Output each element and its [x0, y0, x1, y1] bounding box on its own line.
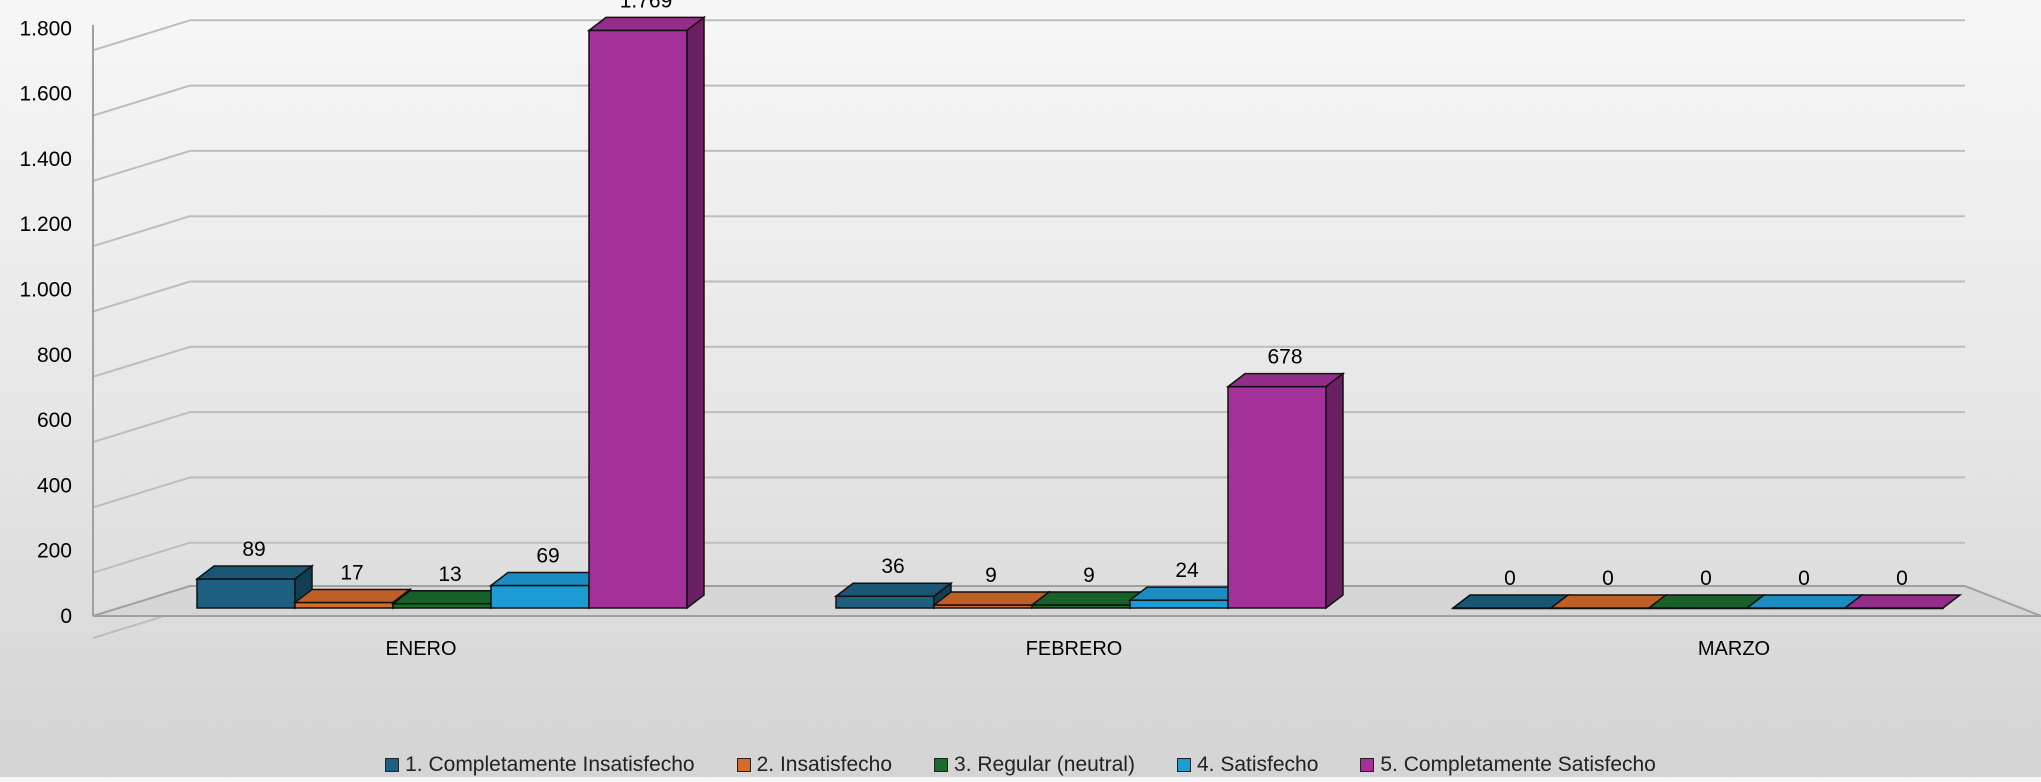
bar-top	[1744, 594, 1865, 609]
legend-label: 3. Regular (neutral)	[954, 753, 1135, 776]
x-category-label: MARZO	[1698, 638, 1770, 660]
data-label: 0	[1798, 567, 1810, 590]
bar-top	[931, 591, 1052, 606]
data-label: 89	[242, 538, 265, 561]
y-tick-label: 600	[37, 409, 72, 432]
bar	[1450, 594, 1571, 610]
y-tick-label: 400	[37, 474, 72, 497]
legend-label: 1. Completamente Insatisfecho	[405, 753, 695, 776]
side-gridline	[92, 476, 191, 509]
bar	[194, 564, 315, 610]
data-label: 0	[1700, 567, 1712, 590]
side-gridline	[92, 280, 191, 313]
legend-swatch	[1176, 758, 1191, 772]
bar-front	[835, 595, 935, 609]
bar-side	[1325, 372, 1344, 610]
bar-top	[194, 565, 315, 580]
x-category-label: FEBRERO	[1026, 638, 1123, 660]
bar-front	[196, 578, 296, 609]
bar	[1225, 372, 1346, 610]
legend-item: 5. Completamente Satisfecho	[1360, 752, 1656, 778]
data-label: 0	[1504, 567, 1516, 590]
y-tick-label: 800	[37, 344, 72, 367]
bars	[194, 15, 1963, 610]
bar-side	[686, 15, 705, 610]
data-label: 36	[881, 555, 904, 578]
y-tick-label: 1.000	[19, 279, 72, 302]
legend-label: 4. Satisfecho	[1196, 753, 1319, 776]
data-label: 0	[1602, 567, 1614, 590]
legend-label: 2. Insatisfecho	[756, 753, 893, 776]
bar-top	[292, 588, 413, 604]
data-labels: 89 17 13 69 1.769 36 9 9 24 678 0 0 0 0 0	[242, 0, 1908, 590]
bar-top	[1450, 594, 1571, 609]
bar-front	[490, 584, 590, 609]
side-gridline	[92, 541, 191, 574]
bar-top	[1842, 594, 1963, 609]
y-axis-ticks: 0 200 400 600 800 1.000 1.200 1.400 1.600 1.800	[19, 17, 72, 628]
legend-item: 1. Completamente Insatisfecho	[385, 752, 695, 778]
bar	[833, 581, 954, 610]
bar-front	[1227, 385, 1327, 609]
bar-top	[1225, 372, 1346, 388]
y-tick-label: 1.800	[19, 17, 72, 40]
side-gridline	[92, 84, 191, 117]
bar-top	[1646, 594, 1767, 609]
bar-top	[586, 16, 707, 32]
side-gridline	[92, 345, 191, 378]
legend-swatch	[934, 758, 949, 772]
side-gridline	[92, 149, 191, 182]
legend-item: 2. Insatisfecho	[736, 752, 893, 778]
legend-item: 3. Regular (neutral)	[934, 752, 1135, 778]
y-tick-label: 1.600	[19, 83, 72, 106]
data-label: 13	[438, 563, 461, 586]
data-label: 9	[985, 564, 997, 587]
chart-walls	[92, 19, 2041, 639]
bar-top	[1548, 594, 1669, 609]
x-category-label: ENERO	[385, 638, 456, 660]
bar-front	[1129, 599, 1229, 609]
legend-swatch	[385, 758, 400, 772]
x-axis-categories: ENERO FEBRERO MARZO	[385, 638, 1770, 660]
data-label: 678	[1267, 346, 1302, 369]
data-label: 1.769	[620, 0, 673, 12]
legend-item: 4. Satisfecho	[1176, 752, 1319, 778]
bar-front	[294, 601, 394, 609]
bar	[1744, 594, 1865, 610]
side-gridline	[92, 411, 191, 444]
legend-swatch	[736, 758, 751, 772]
y-tick-label: 1.400	[19, 148, 72, 171]
y-tick-label: 0	[60, 605, 72, 628]
legend-swatch	[1360, 758, 1375, 772]
bar	[1646, 594, 1767, 610]
data-label: 9	[1083, 564, 1095, 587]
side-gridline	[92, 19, 191, 52]
bar	[586, 15, 707, 610]
side-gridline	[92, 215, 191, 248]
data-label: 17	[340, 561, 363, 584]
y-tick-label: 200	[37, 540, 72, 563]
legend: 1. Completamente Insatisfecho 2. Insatisf…	[0, 752, 2041, 778]
bar	[1548, 594, 1669, 610]
data-label: 0	[1896, 567, 1908, 590]
y-tick-label: 1.200	[19, 213, 72, 236]
data-label: 24	[1175, 559, 1199, 582]
bar-top	[833, 582, 954, 597]
data-label: 69	[536, 544, 559, 567]
bar-front	[588, 29, 688, 609]
legend-label: 5. Completamente Satisfecho	[1380, 753, 1656, 776]
bar	[1842, 594, 1963, 610]
